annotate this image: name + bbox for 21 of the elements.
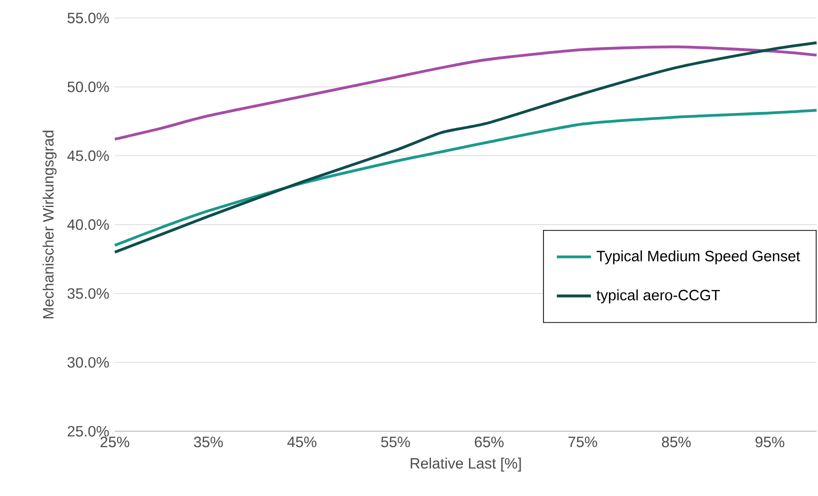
x-tick-label: 75%	[568, 436, 598, 448]
x-tick-label: 45%	[287, 436, 316, 448]
x-tick-label: 65%	[474, 436, 504, 448]
line-series	[113, 108, 818, 247]
x-tick-label: 55%	[381, 436, 410, 448]
legend-label: typical aero-CCGT	[596, 289, 720, 304]
y-tick-label: 25.0%	[68, 426, 109, 436]
x-tick-label: 25%	[100, 436, 130, 448]
y-axis-title: Mechanischer Wirkungsgrad	[42, 130, 57, 318]
y-tick-label: 50.0%	[68, 81, 109, 92]
x-tick-label: 95%	[756, 436, 784, 448]
x-tick-label: 85%	[662, 436, 691, 448]
y-tick-label: 40.0%	[67, 219, 109, 230]
legend-label: Typical Medium Speed Genset	[596, 250, 800, 264]
x-tick-label: 35%	[194, 436, 223, 448]
y-tick-label: 35.0%	[68, 288, 109, 299]
line-series	[113, 45, 818, 141]
y-tick-label: 55.0%	[68, 12, 109, 24]
y-tick-label: 45.0%	[67, 150, 109, 161]
x-axis-title: Relative Last [%]	[410, 458, 521, 472]
y-tick-label: 30.0%	[68, 357, 109, 368]
